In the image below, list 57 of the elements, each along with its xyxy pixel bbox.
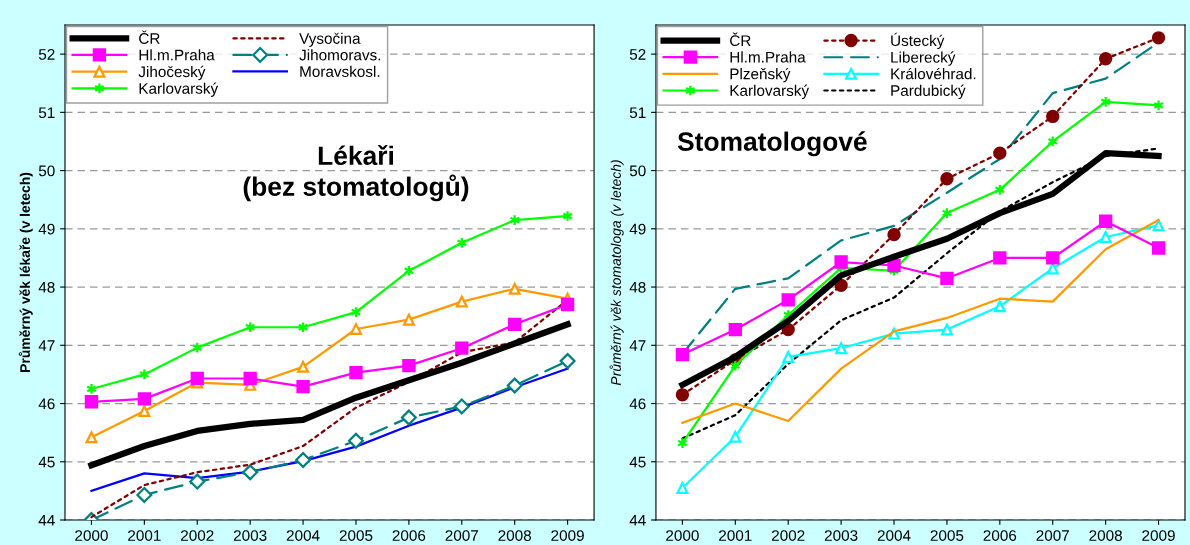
y-tick-label: 45 bbox=[38, 456, 55, 468]
legend-label: Královéhrad. bbox=[891, 67, 976, 80]
y-tick-label: 48 bbox=[38, 281, 55, 293]
y-tick-label: 49 bbox=[38, 223, 55, 235]
x-tick-label: 2006 bbox=[392, 530, 426, 541]
legend-label: Jihomoravs. bbox=[299, 49, 381, 61]
legend-label: Moravskosl. bbox=[300, 65, 380, 77]
y-tick-label: 51 bbox=[38, 107, 55, 119]
x-tick-label: 2004 bbox=[286, 530, 320, 541]
y-tick-label: 44 bbox=[38, 515, 55, 526]
x-tick-label: 2003 bbox=[233, 530, 267, 541]
legend-label: Liberecký bbox=[891, 51, 956, 66]
legend-label: ČR bbox=[730, 32, 751, 47]
x-tick-label: 2004 bbox=[877, 530, 911, 541]
legend-label: Hl.m.Praha bbox=[730, 51, 806, 63]
y-tick-label: 52 bbox=[629, 48, 646, 60]
y-tick-label: 48 bbox=[629, 281, 646, 293]
legend-label: Plzeňský bbox=[730, 67, 791, 83]
y-tick-label: 46 bbox=[629, 398, 646, 410]
legend-label: Jihočeský bbox=[138, 65, 206, 81]
x-tick-label: 2003 bbox=[824, 530, 858, 541]
y-tick-label: 47 bbox=[38, 340, 55, 351]
x-tick-label: 2009 bbox=[1142, 530, 1175, 541]
text: Stomatologové bbox=[677, 131, 867, 157]
text: Lékaři (bez stomatologů) bbox=[243, 145, 469, 202]
y-tick-label: 44 bbox=[629, 515, 646, 526]
x-tick-label: 2001 bbox=[719, 530, 752, 541]
y-tick-label: 47 bbox=[629, 340, 646, 351]
legend-label: Ústecký bbox=[891, 32, 945, 50]
y-tick-label: 52 bbox=[38, 48, 55, 60]
x-tick-label: 2005 bbox=[930, 530, 964, 541]
y-tick-label: 50 bbox=[38, 165, 55, 177]
legend-label: ČR bbox=[139, 30, 160, 44]
x-tick-label: 2006 bbox=[983, 530, 1017, 541]
x-tick-label: 2005 bbox=[339, 530, 373, 541]
y-tick-label: 45 bbox=[629, 456, 646, 468]
x-tick-label: 2009 bbox=[551, 530, 584, 541]
legend-label: Karlovarský bbox=[730, 84, 810, 100]
y-tick-label: 51 bbox=[629, 107, 646, 119]
legend-label: Hl.m.Praha bbox=[139, 49, 215, 61]
x-tick-label: 2002 bbox=[181, 530, 214, 541]
x-tick-label: 2002 bbox=[771, 530, 805, 541]
legend-label: Pardubický bbox=[891, 84, 966, 100]
x-tick-label: 2001 bbox=[128, 530, 161, 541]
legend-label: Vysočina bbox=[299, 32, 361, 47]
x-tick-label: 2000 bbox=[75, 530, 108, 541]
x-tick-label: 2000 bbox=[666, 530, 699, 541]
x-tick-label: 2007 bbox=[445, 530, 479, 541]
y-tick-label: 50 bbox=[629, 165, 646, 177]
x-tick-label: 2008 bbox=[498, 530, 532, 541]
x-tick-label: 2007 bbox=[1036, 530, 1069, 541]
y-axis-title: Průměrný věk lékaře (v letech) bbox=[18, 172, 33, 372]
y-tick-label: 49 bbox=[629, 223, 646, 235]
x-tick-label: 2008 bbox=[1089, 530, 1122, 541]
y-axis-title: Průměrný věk stomatologa (v letech) bbox=[609, 160, 624, 386]
y-tick-label: 46 bbox=[38, 398, 55, 410]
legend-label: Karlovarský bbox=[139, 82, 219, 97]
